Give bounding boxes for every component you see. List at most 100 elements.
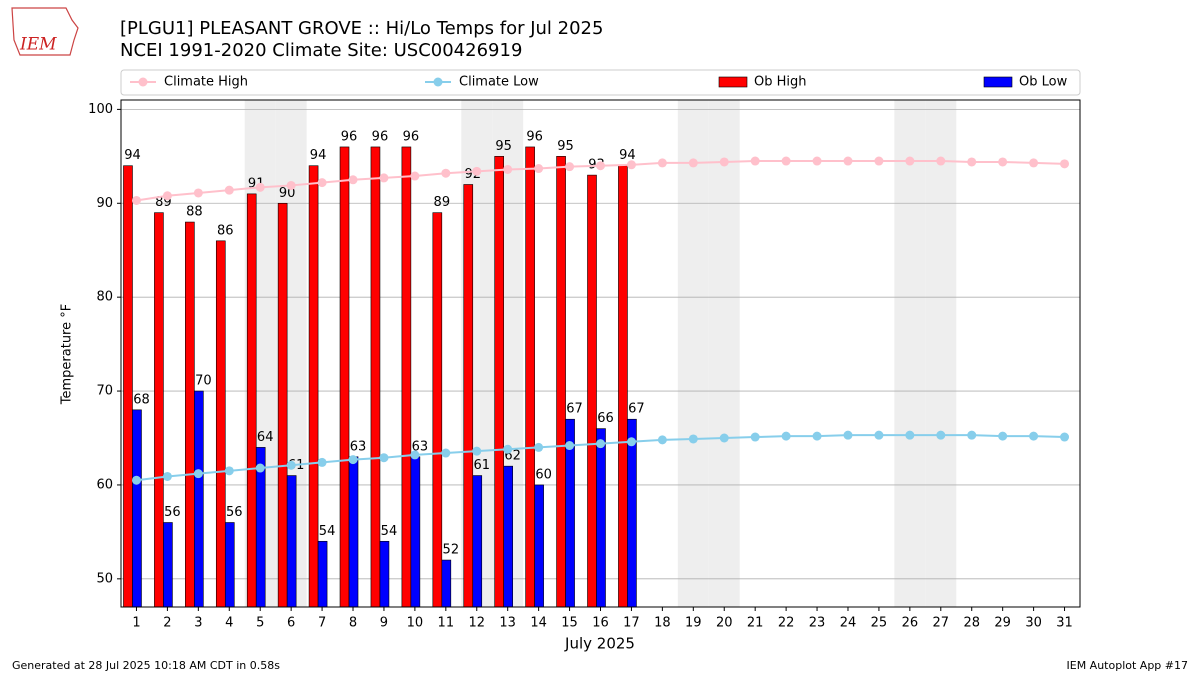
line-point <box>905 430 915 440</box>
line-point <box>596 439 605 449</box>
line-point <box>534 164 544 174</box>
bar <box>534 484 544 608</box>
line-point <box>472 166 482 176</box>
x-tick-label: 22 <box>778 616 795 631</box>
data-label: 94 <box>310 148 327 163</box>
bar <box>163 522 173 608</box>
line-point <box>286 460 296 470</box>
x-tick-label: 9 <box>380 616 388 631</box>
line-point <box>379 453 389 463</box>
line-point <box>162 191 172 201</box>
footer-right: IEM Autoplot App #17 <box>1067 659 1189 672</box>
x-tick-label: 24 <box>840 616 857 631</box>
line-point <box>131 195 141 205</box>
line-point <box>967 430 977 440</box>
weekend-shade <box>708 100 740 607</box>
line-point <box>936 156 946 166</box>
line-point <box>472 446 482 456</box>
logo-text: IEM <box>19 35 57 55</box>
data-label: 66 <box>597 411 614 426</box>
line-point <box>812 156 822 166</box>
line-point <box>688 158 698 168</box>
line-point <box>719 433 729 443</box>
footer-left: Generated at 28 Jul 2025 10:18 AM CDT in… <box>12 659 280 672</box>
line-point <box>410 171 420 181</box>
line-point <box>1029 431 1039 441</box>
data-label: 96 <box>341 129 358 144</box>
x-tick-label: 13 <box>499 616 516 631</box>
line-point <box>874 430 884 440</box>
y-tick-label: 100 <box>88 102 113 117</box>
data-label: 88 <box>186 205 203 220</box>
x-tick-label: 2 <box>163 616 171 631</box>
bar <box>472 475 483 608</box>
legend-label: Climate High <box>164 75 248 90</box>
data-label: 96 <box>372 129 389 144</box>
y-axis-label: Temperature °F <box>60 304 75 405</box>
line-point <box>781 431 791 441</box>
line-point <box>131 475 141 485</box>
legend-label: Ob High <box>754 75 807 90</box>
line-point <box>503 164 513 174</box>
data-label: 52 <box>443 543 460 558</box>
bar <box>246 193 257 608</box>
line-point <box>565 441 575 451</box>
x-axis-label: July 2025 <box>564 635 635 653</box>
x-tick-label: 5 <box>256 616 264 631</box>
data-label: 70 <box>195 374 212 389</box>
line-point <box>565 162 575 172</box>
x-tick-label: 15 <box>561 616 578 631</box>
x-tick-label: 29 <box>994 616 1011 631</box>
line-point <box>812 431 822 441</box>
x-tick-label: 27 <box>933 616 950 631</box>
line-point <box>224 466 234 476</box>
bar <box>215 240 226 608</box>
x-tick-label: 14 <box>530 616 547 631</box>
logo: IEM <box>11 7 79 56</box>
bar <box>503 465 513 608</box>
data-label: 89 <box>434 195 451 210</box>
bar <box>432 212 443 608</box>
logo-outline <box>11 7 79 56</box>
line-point <box>534 442 544 452</box>
data-label: 86 <box>217 223 234 238</box>
weekend-shade <box>925 100 957 607</box>
x-tick-label: 28 <box>963 616 980 631</box>
legend-marker <box>433 77 443 87</box>
bar <box>494 156 504 608</box>
data-label: 95 <box>495 139 512 154</box>
x-tick-label: 31 <box>1056 616 1073 631</box>
line-point <box>255 182 265 192</box>
bar <box>618 165 628 608</box>
bar <box>194 390 204 608</box>
line-point <box>626 160 636 170</box>
line-point <box>843 156 853 166</box>
line-point <box>317 178 327 188</box>
line-point <box>657 158 667 168</box>
line-point <box>162 471 172 481</box>
line-point <box>286 180 296 190</box>
bar <box>410 456 421 608</box>
bar <box>286 475 297 608</box>
line-point <box>998 431 1008 441</box>
bar <box>627 418 637 608</box>
x-tick-label: 3 <box>194 616 202 631</box>
data-label: 54 <box>319 524 336 539</box>
data-label: 68 <box>133 392 150 407</box>
line-point <box>441 448 451 458</box>
line-point <box>348 455 358 465</box>
line-point <box>719 157 729 167</box>
weekend-shade <box>894 100 926 607</box>
x-tick-label: 25 <box>871 616 888 631</box>
x-tick-label: 17 <box>623 616 640 631</box>
bar <box>348 456 359 608</box>
line-point <box>905 156 915 166</box>
legend-swatch <box>983 76 1013 88</box>
line-point <box>255 463 265 473</box>
bar <box>596 428 606 608</box>
x-tick-label: 21 <box>747 616 764 631</box>
line-point <box>1060 432 1070 442</box>
line-point <box>688 434 698 444</box>
line-point <box>441 168 451 178</box>
